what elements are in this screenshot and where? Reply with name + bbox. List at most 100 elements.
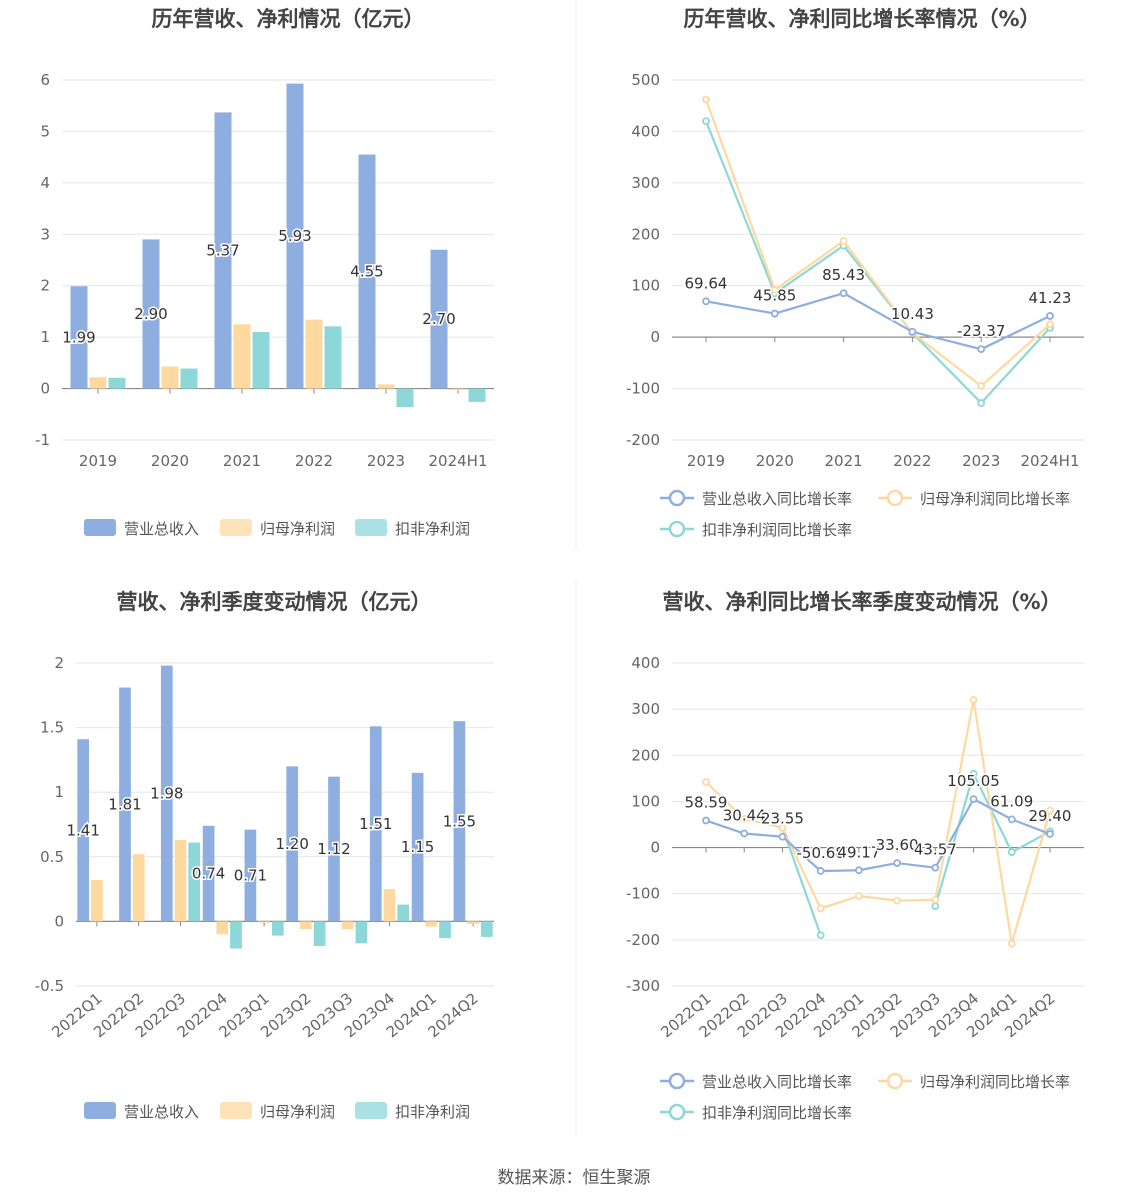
annual-bar-chart: 6 5 4 3 2 1 0 -1 2019 2020 2021 2022 2023 2024H1 1.99 2… (35, 71, 494, 538)
y-tick-label: 2 (40, 277, 50, 295)
data-point (816, 931, 825, 940)
y-tick-label: 3 (40, 225, 50, 243)
bar-revenue (286, 766, 299, 922)
legend-label: 归母净利润 (260, 1103, 335, 1121)
bar-net-profit (132, 854, 145, 922)
x-tick-label: 2019 (79, 452, 117, 470)
data-point (1007, 939, 1016, 948)
x-tick-label: 2022 (295, 452, 333, 470)
data-point (778, 832, 787, 841)
legend-label: 营业总收入 (124, 520, 199, 538)
x-tick-label: 2022 (893, 452, 931, 470)
quarter-bar-chart: 21.510.50-0.52022Q12022Q22022Q32022Q4202… (35, 654, 494, 1121)
data-label: 58.59 (685, 794, 728, 812)
legend-label: 营业总收入同比增长率 (702, 490, 852, 508)
bar-deducted-profit (252, 332, 270, 389)
bar-net-profit (341, 921, 354, 930)
legend-swatch (355, 519, 387, 536)
bar-net-profit (449, 388, 467, 391)
legend-label: 营业总收入同比增长率 (702, 1073, 852, 1091)
series-line (704, 120, 1051, 405)
bar-revenue (286, 83, 304, 389)
data-point (977, 345, 986, 354)
data-source: 数据来源：恒生聚源 (498, 1168, 651, 1188)
data-point (778, 823, 787, 832)
data-label: 2.70 (422, 310, 455, 328)
data-label: 1.12 (317, 840, 350, 858)
legend-swatch (84, 1102, 116, 1119)
data-point (977, 399, 986, 407)
legend-swatch (220, 519, 252, 536)
bar-deducted-profit (324, 326, 342, 389)
data-point (740, 815, 749, 823)
y-tick-label: 0 (650, 839, 660, 857)
data-point (854, 866, 863, 875)
legend-label: 营业总收入 (124, 1103, 199, 1121)
y-tick-label: 300 (631, 174, 660, 192)
data-point (893, 896, 902, 905)
bar-net-profit (425, 921, 438, 927)
legend-marker (668, 1103, 686, 1121)
data-label: 1.15 (401, 838, 434, 856)
data-point (770, 309, 779, 318)
y-tick-label: 500 (631, 71, 660, 89)
quarter-line-chart: 4003002001000-100-200-3002022Q12022Q2202… (626, 654, 1084, 1122)
bar-revenue (77, 739, 90, 922)
data-label: 1.81 (108, 795, 141, 813)
data-label: 1.20 (275, 835, 308, 853)
data-label: 69.64 (685, 274, 728, 292)
y-tick-label: 0 (54, 912, 64, 930)
data-label: 1.51 (359, 815, 392, 833)
bar-deducted-profit (271, 921, 284, 936)
data-label: 0.71 (234, 867, 267, 885)
data-point (908, 327, 917, 336)
data-label: 4.55 (350, 263, 383, 281)
legend-label: 归母净利润同比增长率 (920, 490, 1070, 508)
legend-swatch (355, 1102, 387, 1119)
y-tick-label: 400 (631, 654, 660, 672)
bar-net-profit (89, 377, 107, 389)
y-tick-label: 1 (54, 783, 64, 801)
bar-revenue (358, 154, 376, 389)
data-point (816, 904, 825, 913)
bar-net-profit (161, 366, 179, 389)
bar-deducted-profit (313, 921, 326, 946)
data-point (702, 95, 710, 104)
y-tick-label: 300 (631, 700, 660, 718)
bar-revenue (202, 825, 215, 922)
chart-title-quarter-bar: 营收、净利季度变动情况（亿元） (117, 590, 432, 614)
y-tick-label: 2 (54, 654, 64, 672)
x-tick-label: 2023 (367, 452, 405, 470)
data-point (702, 297, 710, 306)
x-tick-label: 2023 (962, 452, 1000, 470)
data-label: 10.43 (891, 305, 934, 323)
bar-revenue (430, 249, 448, 389)
data-point (740, 829, 749, 838)
data-label: 23.55 (761, 810, 804, 828)
bar-revenue (411, 772, 424, 922)
bar-revenue (142, 239, 160, 389)
data-point (1046, 312, 1054, 320)
data-label: 1.55 (443, 812, 476, 830)
data-point (1046, 320, 1054, 329)
data-label: 30.44 (723, 807, 766, 825)
legend-marker (668, 520, 686, 538)
bar-revenue (160, 665, 173, 922)
data-point (1046, 830, 1054, 838)
data-label: 5.37 (206, 241, 239, 259)
y-tick-label: 100 (631, 277, 660, 295)
data-point (893, 859, 902, 867)
legend-marker (668, 489, 686, 507)
bar-deducted-profit (108, 377, 126, 389)
chart-title-annual-bar: 历年营收、净利情况（亿元） (152, 7, 425, 31)
legend-label: 扣非净利润 (395, 520, 470, 538)
data-label: 1.99 (62, 328, 95, 346)
x-tick-label: 2019 (687, 452, 725, 470)
bar-revenue (369, 726, 382, 922)
series-line (704, 99, 1051, 388)
y-tick-label: -200 (626, 931, 660, 949)
data-point (1046, 806, 1054, 815)
bar-net-profit (300, 921, 312, 930)
y-tick-label: 1 (40, 328, 50, 346)
data-label: 49.17 (837, 843, 880, 861)
